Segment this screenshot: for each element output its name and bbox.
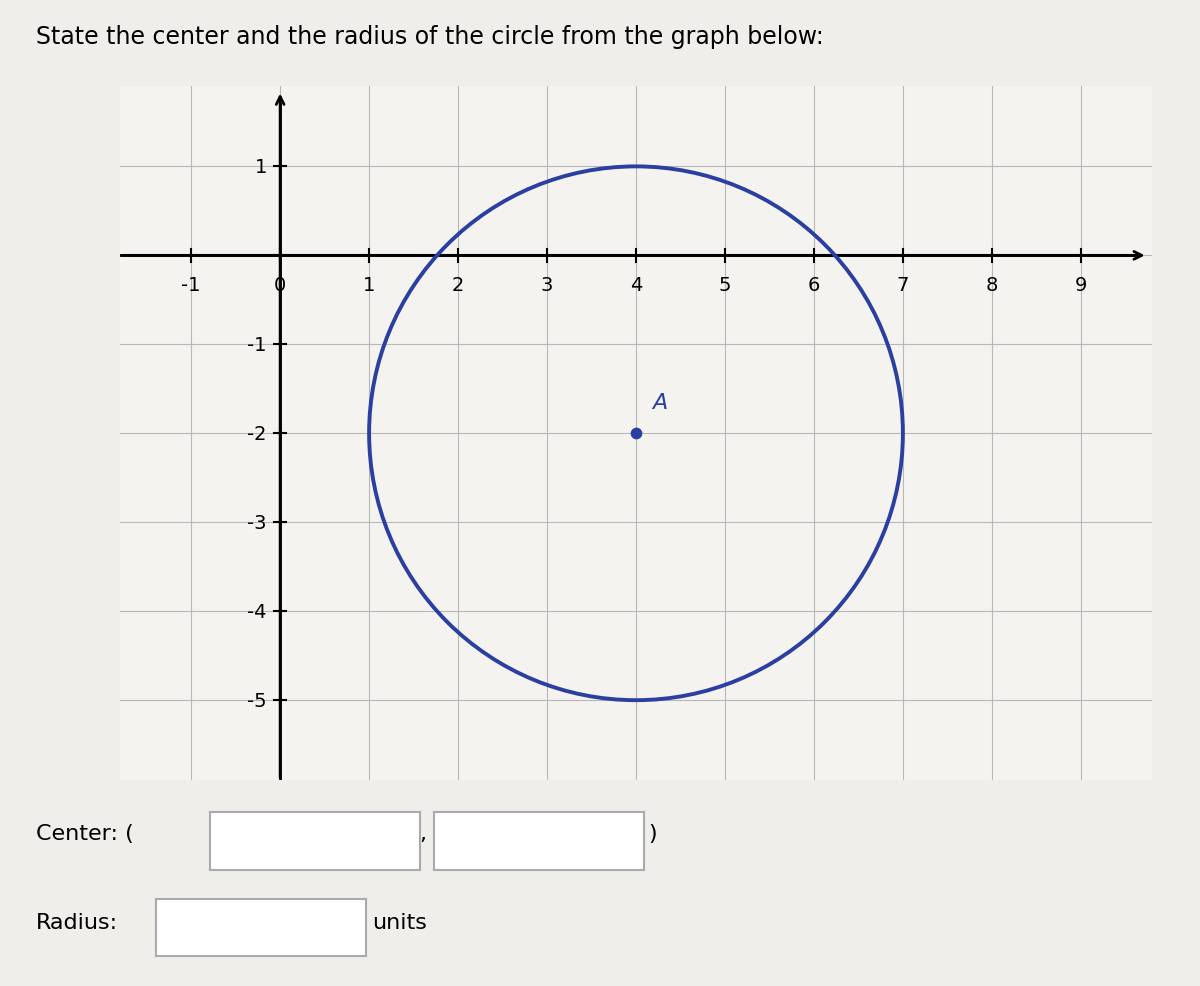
Text: -1: -1 (247, 335, 266, 354)
Text: 2: 2 (452, 276, 464, 295)
Text: ,: , (419, 823, 426, 843)
Text: 6: 6 (808, 276, 820, 295)
Text: 1: 1 (362, 276, 376, 295)
Point (626, 426, 646, 442)
Text: Radius:: Radius: (36, 912, 118, 932)
Text: 5: 5 (719, 276, 731, 295)
Text: -5: -5 (247, 691, 266, 710)
Text: 1: 1 (254, 158, 266, 176)
Text: -1: -1 (181, 276, 200, 295)
Text: A: A (652, 393, 667, 413)
Text: -4: -4 (247, 602, 266, 621)
Text: ): ) (648, 823, 656, 843)
Text: -2: -2 (247, 424, 266, 444)
Text: 3: 3 (541, 276, 553, 295)
Text: units: units (372, 912, 427, 932)
Text: -3: -3 (247, 514, 266, 532)
Text: 7: 7 (896, 276, 910, 295)
Text: 0: 0 (274, 276, 287, 295)
Text: 4: 4 (630, 276, 642, 295)
Text: 8: 8 (985, 276, 998, 295)
Text: 9: 9 (1075, 276, 1087, 295)
Text: Center: (: Center: ( (36, 823, 133, 843)
Text: State the center and the radius of the circle from the graph below:: State the center and the radius of the c… (36, 25, 823, 48)
